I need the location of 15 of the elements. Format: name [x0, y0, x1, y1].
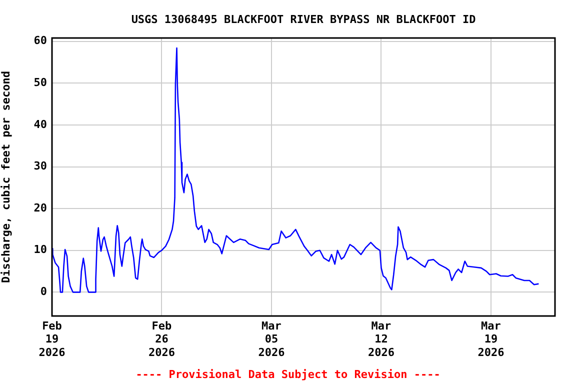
x-tick-label: Feb 26 2026	[148, 319, 176, 359]
x-tick-label: Mar 05 2026	[258, 319, 286, 359]
text: ---- Provisional Data Subject to Revision ----	[136, 368, 440, 381]
x-tick-label: Mar 12 2026	[368, 319, 395, 359]
y-tick-label: 10	[34, 243, 47, 256]
x-tick-label: Mar 19 2026	[478, 319, 505, 359]
y-tick-label: 20	[34, 201, 47, 214]
y-tick-label: 40	[34, 118, 47, 131]
x-tick-label: Feb 19 2026	[38, 319, 66, 359]
y-tick-label: 30	[34, 160, 47, 173]
y-tick-label: 0	[40, 285, 47, 298]
y-axis-title: Discharge, cubic feet per second	[0, 71, 12, 283]
y-tick-label: 50	[34, 76, 47, 90]
chart-title: USGS 13068495 BLACKFOOT RIVER BYPASS NR BLACKFOOT ID	[131, 12, 476, 26]
y-tick-label: 60	[34, 34, 47, 48]
